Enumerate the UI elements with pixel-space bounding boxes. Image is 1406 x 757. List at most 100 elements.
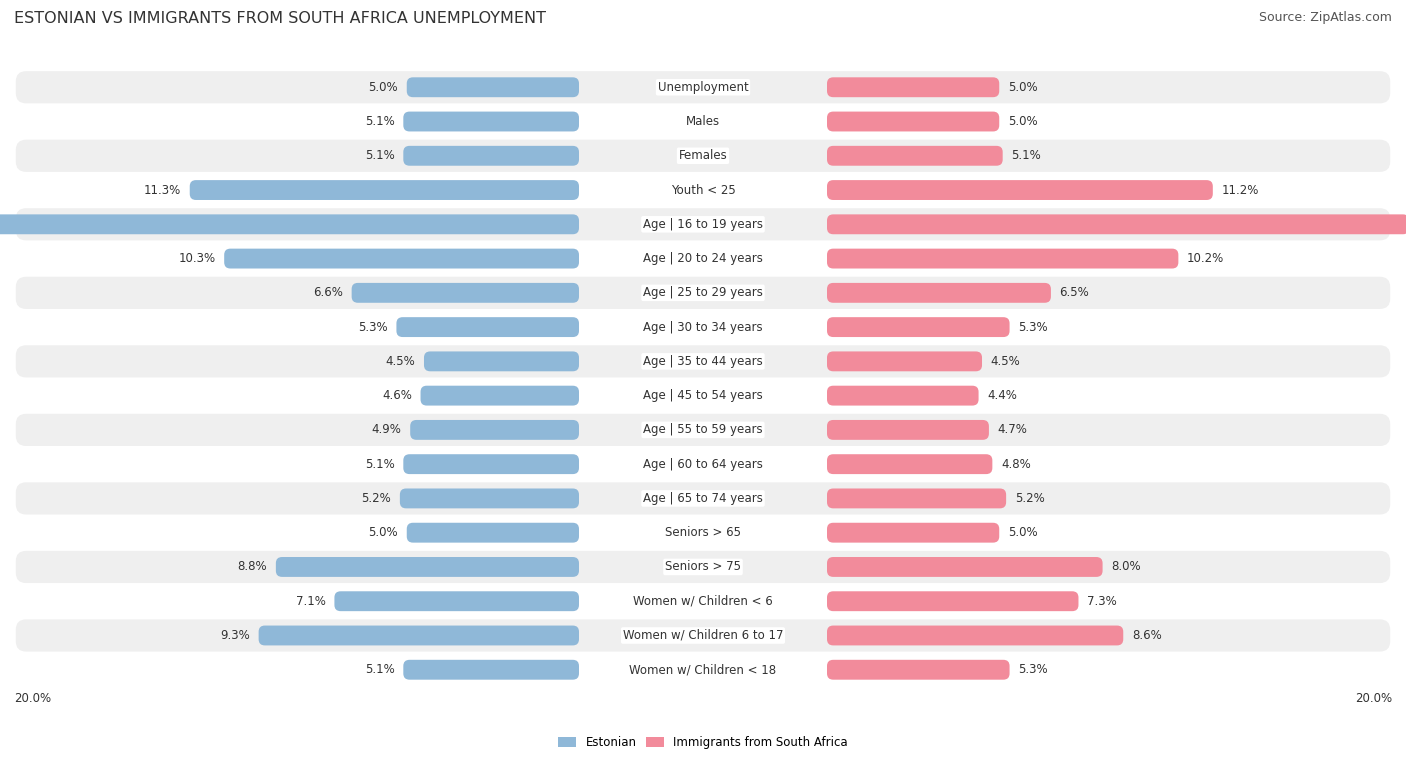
Text: 5.1%: 5.1% xyxy=(366,458,395,471)
FancyBboxPatch shape xyxy=(827,591,1078,611)
Text: 5.0%: 5.0% xyxy=(368,526,398,539)
Text: 4.4%: 4.4% xyxy=(987,389,1017,402)
FancyBboxPatch shape xyxy=(404,146,579,166)
Text: 10.2%: 10.2% xyxy=(1187,252,1225,265)
Text: 11.3%: 11.3% xyxy=(143,183,181,197)
Text: Age | 60 to 64 years: Age | 60 to 64 years xyxy=(643,458,763,471)
FancyBboxPatch shape xyxy=(15,105,1391,138)
FancyBboxPatch shape xyxy=(827,351,981,371)
Text: 5.1%: 5.1% xyxy=(366,115,395,128)
Text: 9.3%: 9.3% xyxy=(221,629,250,642)
FancyBboxPatch shape xyxy=(827,625,1123,646)
FancyBboxPatch shape xyxy=(411,420,579,440)
Text: 5.2%: 5.2% xyxy=(361,492,391,505)
Text: 7.3%: 7.3% xyxy=(1087,595,1116,608)
FancyBboxPatch shape xyxy=(15,482,1391,515)
FancyBboxPatch shape xyxy=(404,454,579,474)
Text: Age | 35 to 44 years: Age | 35 to 44 years xyxy=(643,355,763,368)
FancyBboxPatch shape xyxy=(15,71,1391,104)
Text: 5.1%: 5.1% xyxy=(366,149,395,162)
FancyBboxPatch shape xyxy=(15,140,1391,172)
Text: Age | 25 to 29 years: Age | 25 to 29 years xyxy=(643,286,763,299)
FancyBboxPatch shape xyxy=(15,448,1391,480)
Text: Seniors > 75: Seniors > 75 xyxy=(665,560,741,574)
Text: Women w/ Children 6 to 17: Women w/ Children 6 to 17 xyxy=(623,629,783,642)
FancyBboxPatch shape xyxy=(15,379,1391,412)
FancyBboxPatch shape xyxy=(0,214,579,234)
Text: Women w/ Children < 6: Women w/ Children < 6 xyxy=(633,595,773,608)
FancyBboxPatch shape xyxy=(827,283,1050,303)
FancyBboxPatch shape xyxy=(15,414,1391,446)
FancyBboxPatch shape xyxy=(15,174,1391,206)
Text: 4.6%: 4.6% xyxy=(382,389,412,402)
FancyBboxPatch shape xyxy=(15,208,1391,241)
Text: 5.3%: 5.3% xyxy=(359,321,388,334)
Text: Age | 55 to 59 years: Age | 55 to 59 years xyxy=(643,423,763,436)
FancyBboxPatch shape xyxy=(827,420,988,440)
FancyBboxPatch shape xyxy=(827,180,1213,200)
FancyBboxPatch shape xyxy=(15,619,1391,652)
FancyBboxPatch shape xyxy=(406,523,579,543)
FancyBboxPatch shape xyxy=(827,146,1002,166)
Text: Males: Males xyxy=(686,115,720,128)
Text: Women w/ Children < 18: Women w/ Children < 18 xyxy=(630,663,776,676)
FancyBboxPatch shape xyxy=(15,585,1391,617)
FancyBboxPatch shape xyxy=(259,625,579,646)
FancyBboxPatch shape xyxy=(335,591,579,611)
FancyBboxPatch shape xyxy=(15,242,1391,275)
Text: 8.0%: 8.0% xyxy=(1111,560,1140,574)
FancyBboxPatch shape xyxy=(15,311,1391,343)
Text: Age | 30 to 34 years: Age | 30 to 34 years xyxy=(643,321,763,334)
Text: 5.1%: 5.1% xyxy=(366,663,395,676)
Text: 5.3%: 5.3% xyxy=(1018,321,1047,334)
Text: 4.5%: 4.5% xyxy=(385,355,415,368)
FancyBboxPatch shape xyxy=(827,317,1010,337)
FancyBboxPatch shape xyxy=(404,111,579,132)
FancyBboxPatch shape xyxy=(827,557,1102,577)
Text: Youth < 25: Youth < 25 xyxy=(671,183,735,197)
Text: Age | 45 to 54 years: Age | 45 to 54 years xyxy=(643,389,763,402)
Text: Seniors > 65: Seniors > 65 xyxy=(665,526,741,539)
FancyBboxPatch shape xyxy=(420,386,579,406)
Text: 4.5%: 4.5% xyxy=(991,355,1021,368)
FancyBboxPatch shape xyxy=(827,660,1010,680)
Text: Unemployment: Unemployment xyxy=(658,81,748,94)
Text: 5.0%: 5.0% xyxy=(1008,526,1038,539)
Text: 5.0%: 5.0% xyxy=(1008,115,1038,128)
FancyBboxPatch shape xyxy=(276,557,579,577)
Legend: Estonian, Immigrants from South Africa: Estonian, Immigrants from South Africa xyxy=(554,731,852,753)
Text: ESTONIAN VS IMMIGRANTS FROM SOUTH AFRICA UNEMPLOYMENT: ESTONIAN VS IMMIGRANTS FROM SOUTH AFRICA… xyxy=(14,11,546,26)
Text: Age | 65 to 74 years: Age | 65 to 74 years xyxy=(643,492,763,505)
Text: 5.1%: 5.1% xyxy=(1011,149,1040,162)
FancyBboxPatch shape xyxy=(404,660,579,680)
Text: 20.0%: 20.0% xyxy=(1355,693,1392,706)
FancyBboxPatch shape xyxy=(827,248,1178,269)
FancyBboxPatch shape xyxy=(827,454,993,474)
FancyBboxPatch shape xyxy=(352,283,579,303)
FancyBboxPatch shape xyxy=(399,488,579,509)
FancyBboxPatch shape xyxy=(15,551,1391,583)
FancyBboxPatch shape xyxy=(827,523,1000,543)
FancyBboxPatch shape xyxy=(406,77,579,97)
Text: 5.0%: 5.0% xyxy=(1008,81,1038,94)
FancyBboxPatch shape xyxy=(425,351,579,371)
FancyBboxPatch shape xyxy=(827,386,979,406)
Text: 6.6%: 6.6% xyxy=(314,286,343,299)
FancyBboxPatch shape xyxy=(15,516,1391,549)
FancyBboxPatch shape xyxy=(827,77,1000,97)
FancyBboxPatch shape xyxy=(15,277,1391,309)
Text: 8.8%: 8.8% xyxy=(238,560,267,574)
Text: Source: ZipAtlas.com: Source: ZipAtlas.com xyxy=(1258,11,1392,24)
Text: 5.3%: 5.3% xyxy=(1018,663,1047,676)
FancyBboxPatch shape xyxy=(827,488,1007,509)
Text: 4.8%: 4.8% xyxy=(1001,458,1031,471)
Text: 4.9%: 4.9% xyxy=(371,423,402,436)
FancyBboxPatch shape xyxy=(15,653,1391,686)
Text: 7.1%: 7.1% xyxy=(295,595,326,608)
Text: 11.2%: 11.2% xyxy=(1222,183,1258,197)
FancyBboxPatch shape xyxy=(827,214,1406,234)
Text: 4.7%: 4.7% xyxy=(997,423,1028,436)
Text: 5.2%: 5.2% xyxy=(1015,492,1045,505)
Text: Age | 16 to 19 years: Age | 16 to 19 years xyxy=(643,218,763,231)
Text: Age | 20 to 24 years: Age | 20 to 24 years xyxy=(643,252,763,265)
